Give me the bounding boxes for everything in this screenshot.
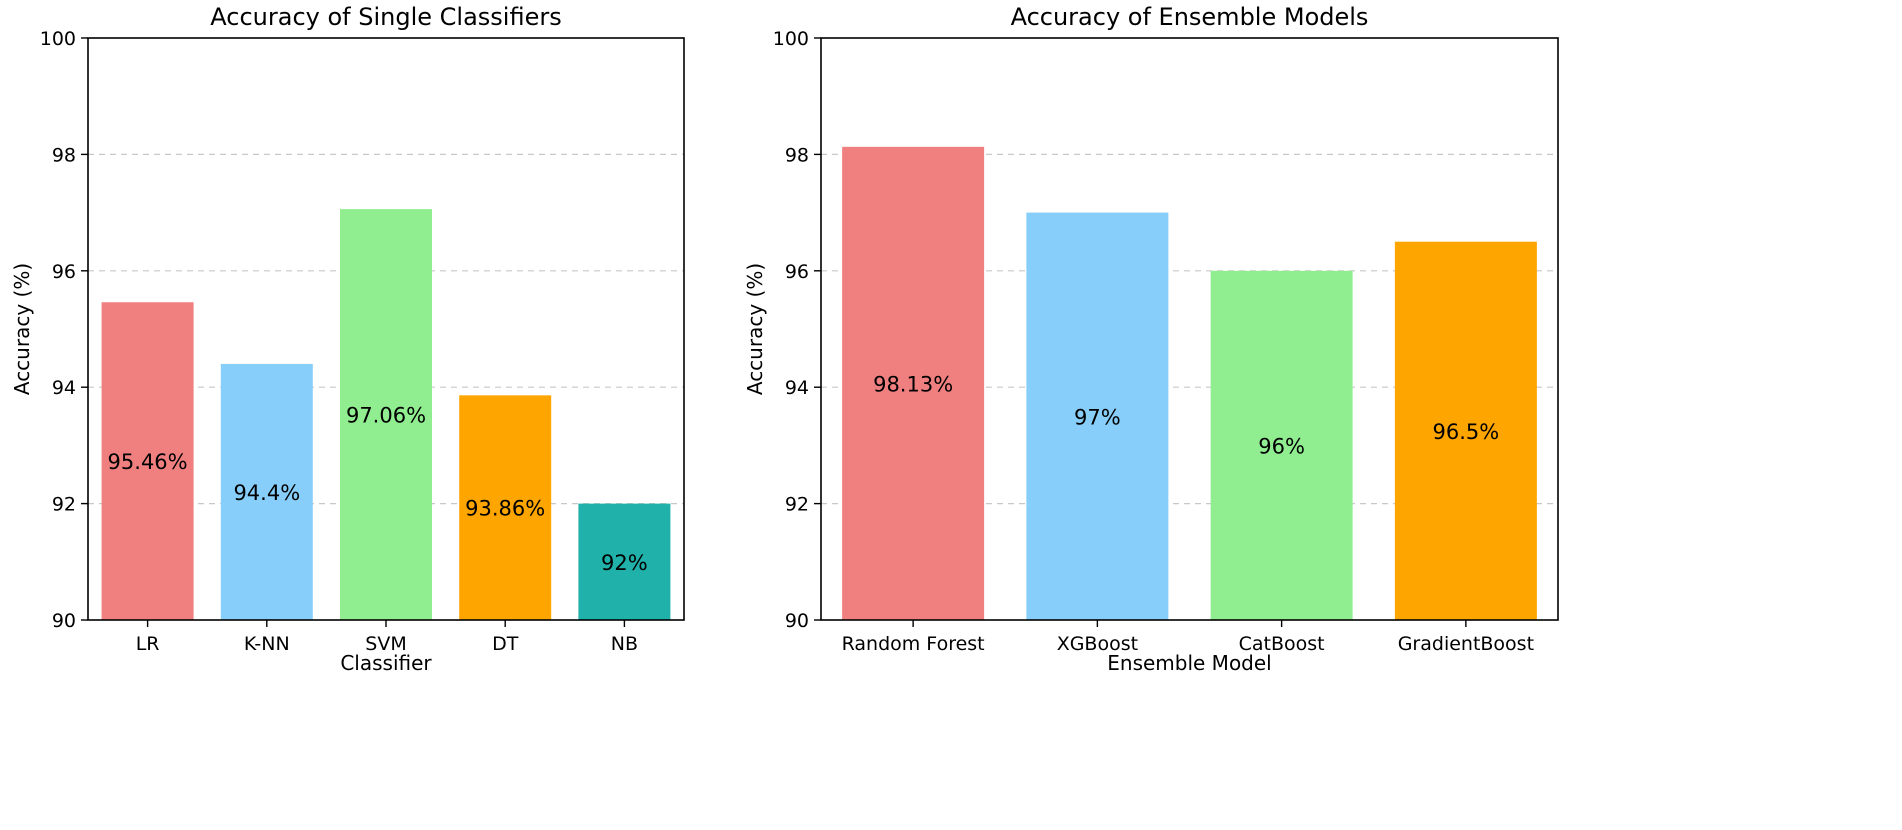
data-label: 97.06% (346, 404, 426, 428)
x-tick-label: GradientBoost (1398, 633, 1534, 655)
x-tick-label: CatBoost (1239, 633, 1325, 655)
bar-gradientboost (1394, 241, 1537, 620)
x-tick-label: K-NN (244, 633, 290, 655)
y-tick-label: 96 (52, 261, 76, 283)
x-tick-label: Random Forest (842, 633, 985, 655)
x-tick-label: SVM (365, 633, 406, 655)
y-tick-label: 100 (773, 28, 809, 50)
bar-dt (459, 395, 552, 620)
plot-frame (820, 37, 1559, 621)
y-tick-label: 94 (52, 377, 76, 399)
y-tick-label: 90 (785, 610, 809, 632)
data-label: 97% (1074, 405, 1121, 429)
data-label: 94.4% (233, 481, 300, 505)
chart-ensemble-models: 90 92 94 96 98 100 Random Forest XGBoost CatBoos… (743, 3, 1559, 675)
x-tick-label: LR (136, 633, 160, 655)
y-tick-label: 92 (52, 494, 76, 516)
chart-title: Accuracy of Ensemble Models (1011, 3, 1369, 31)
y-tick-label: 98 (52, 144, 76, 166)
y-tick-label: 90 (52, 610, 76, 632)
y-axis-label: Accuracy (%) (10, 263, 34, 395)
y-axis-label: Accuracy (%) (743, 263, 767, 395)
x-axis-label: Ensemble Model (1107, 651, 1271, 675)
bar-nb (578, 503, 671, 620)
data-label: 98.13% (873, 372, 953, 396)
x-tick-label: NB (611, 633, 638, 655)
chart-title: Accuracy of Single Classifiers (210, 3, 561, 31)
bar-catboost (1210, 270, 1353, 620)
x-tick-label: XGBoost (1057, 633, 1138, 655)
y-tick-label: 96 (785, 261, 809, 283)
bar-xgboost (1026, 212, 1169, 620)
data-label: 96.5% (1433, 420, 1500, 444)
y-tick-label: 92 (785, 494, 809, 516)
data-label: 92% (601, 551, 648, 575)
y-tick-label: 94 (785, 377, 809, 399)
y-tick-label: 98 (785, 144, 809, 166)
data-label: 95.46% (108, 450, 188, 474)
x-tick-label: DT (492, 633, 519, 655)
data-label: 93.86% (465, 497, 545, 521)
x-axis-label: Classifier (340, 651, 432, 675)
bar-lr (101, 302, 194, 620)
y-tick-label: 100 (40, 28, 76, 50)
bar-k-nn (220, 363, 313, 620)
data-label: 96% (1258, 434, 1305, 458)
bar-random-forest (842, 146, 985, 621)
bar-svm (340, 209, 432, 620)
chart-single-classifiers: 90 92 94 96 98 100 LR K-NN SVM DT NB 95.46% 94.4% 97… (10, 3, 685, 675)
